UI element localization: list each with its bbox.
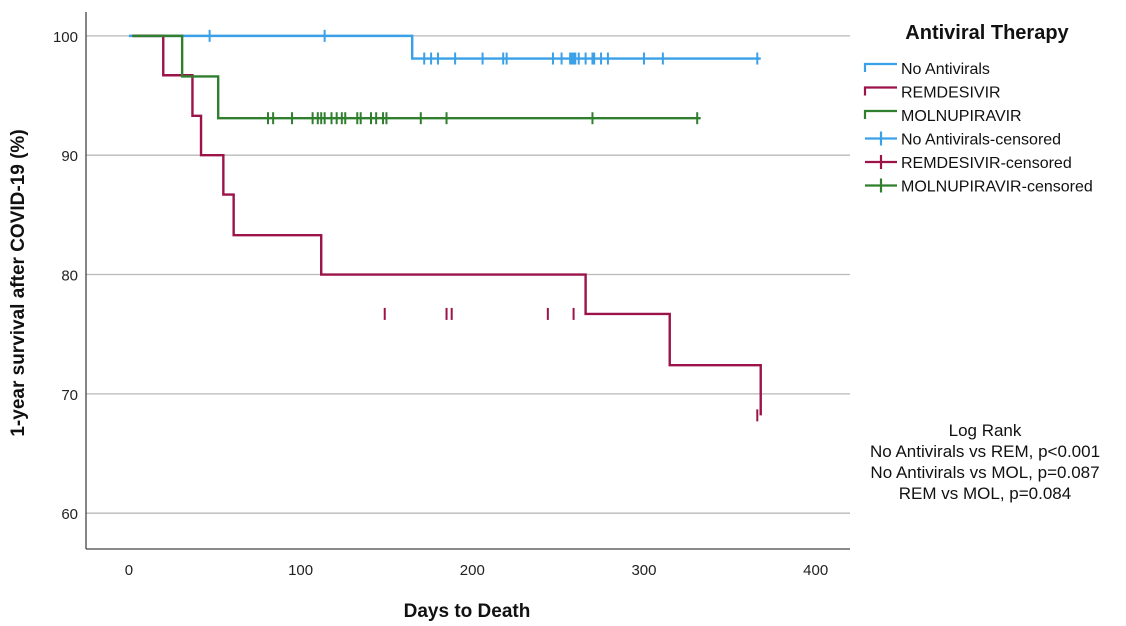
y-tick-label: 80 [61, 268, 78, 285]
x-tick-label: 0 [125, 562, 133, 579]
legend-label: MOLNUPIRAVIR-censored [901, 179, 1093, 196]
log-rank-annotation: Log Rank No Antivirals vs REM, p<0.001 N… [850, 420, 1120, 504]
series-line-no-antivirals [128, 34, 761, 60]
axes [85, 12, 850, 550]
x-tick-label: 200 [460, 562, 485, 579]
legend-label: No Antivirals [901, 61, 990, 78]
legend-item: No Antivirals [863, 61, 990, 78]
annotation-line: No Antivirals vs MOL, p=0.087 [870, 463, 1100, 482]
legend-swatch [863, 62, 897, 72]
legend-label: MOLNUPIRAVIR [901, 108, 1022, 125]
y-tick-label: 90 [61, 148, 78, 165]
x-tick-label: 300 [631, 562, 656, 579]
y-tick-label: 70 [61, 387, 78, 404]
legend-item: MOLNUPIRAVIR [863, 108, 1022, 125]
x-axis-label: Days to Death [404, 601, 531, 622]
tick-labels: 60 70 80 90 100 0 100 200 300 400 [53, 29, 828, 579]
legend-item: REMDESIVIR [863, 85, 1001, 102]
legend-label: No Antivirals-censored [901, 132, 1061, 149]
legend: Antiviral Therapy No Antivirals REMDESIVI… [863, 22, 1093, 196]
y-axis-label: 1-year survival after COVID-19 (%) [8, 129, 29, 436]
y-tick-label: 60 [61, 506, 78, 523]
series-layer [128, 29, 762, 422]
legend-item: REMDESIVIR-censored [865, 155, 1072, 172]
annotation-line: Log Rank [948, 421, 1022, 440]
legend-label: REMDESIVIR-censored [901, 155, 1072, 172]
series-line-molnupiravir [132, 34, 701, 120]
x-tick-label: 100 [288, 562, 313, 579]
annotation-line: No Antivirals vs REM, p<0.001 [869, 442, 1101, 461]
series-line-remdesivir [132, 34, 762, 416]
legend-title: Antiviral Therapy [905, 22, 1069, 44]
legend-label: REMDESIVIR [901, 85, 1001, 102]
legend-swatch [863, 86, 897, 96]
legend-item: No Antivirals-censored [865, 131, 1061, 149]
legend-swatch [863, 109, 897, 119]
legend-item: MOLNUPIRAVIR-censored [865, 178, 1093, 196]
y-tick-label: 100 [53, 29, 78, 46]
x-tick-label: 400 [803, 562, 828, 579]
annotation-line: REM vs MOL, p=0.084 [898, 484, 1072, 503]
